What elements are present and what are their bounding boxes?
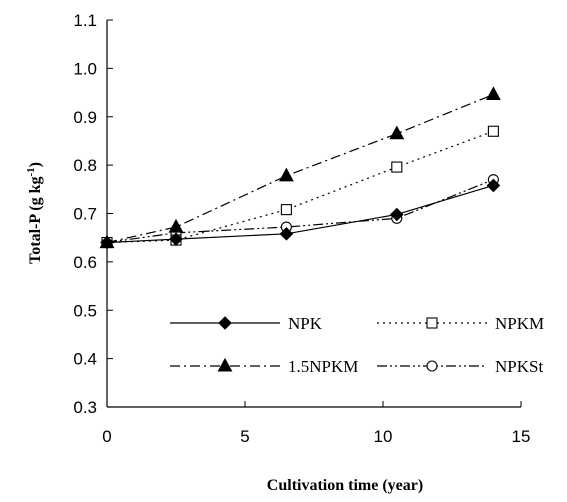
square-open-marker xyxy=(391,161,403,173)
legend-label: NPKSt xyxy=(495,357,543,376)
square-open-marker xyxy=(280,204,292,216)
y-axis-title-close: ) xyxy=(27,162,44,167)
legend-item: NPKSt xyxy=(377,357,543,376)
x-tick-label: 0 xyxy=(102,427,111,446)
y-tick-label: 0.7 xyxy=(73,205,97,224)
series-15npkm xyxy=(99,86,501,249)
y-tick-label: 0.5 xyxy=(73,301,97,320)
diamond-filled-marker xyxy=(169,232,183,246)
y-tick-label: 0.4 xyxy=(73,350,97,369)
legend-item: NPK xyxy=(170,314,323,333)
legend-item: 1.5NPKM xyxy=(170,357,358,376)
legend-label: NPKM xyxy=(495,314,544,333)
legend-label: 1.5NPKM xyxy=(288,357,358,376)
y-tick-label: 0.6 xyxy=(73,253,97,272)
triangle-filled-marker xyxy=(217,357,233,372)
diamond-filled-marker xyxy=(390,207,404,222)
triangle-filled-marker xyxy=(278,167,294,182)
y-axis-title: Total-P (g kg-1) xyxy=(25,162,44,264)
series-line xyxy=(106,130,494,244)
square-open-marker xyxy=(426,317,438,329)
legend: NPK NPKM 1.5NPKM NPKSt xyxy=(170,314,544,376)
diamond-filled-marker xyxy=(486,178,501,193)
triangle-filled-marker xyxy=(99,234,115,249)
series-line xyxy=(106,93,494,244)
series-layer xyxy=(99,86,501,250)
legend-label: NPK xyxy=(288,314,323,333)
series-npkst xyxy=(101,174,499,249)
triangle-filled-marker xyxy=(168,218,184,233)
series-npkm xyxy=(101,125,499,249)
x-tick-label: 5 xyxy=(240,427,249,446)
triangle-filled-marker xyxy=(389,125,405,140)
y-tick-label: 1.0 xyxy=(73,59,97,78)
square-open-marker xyxy=(487,125,499,137)
diamond-filled-marker xyxy=(279,227,294,241)
series-npk xyxy=(100,178,501,250)
y-tick-label: 0.9 xyxy=(73,108,97,127)
x-tick-label: 15 xyxy=(512,427,531,446)
y-axis-ticks: 0.3 0.4 0.5 0.6 0.7 0.8 0.9 1.0 1.1 xyxy=(73,11,113,417)
series-line xyxy=(106,184,494,244)
y-tick-label: 1.1 xyxy=(73,11,97,30)
circle-open-marker xyxy=(426,360,438,372)
legend-item: NPKM xyxy=(377,314,544,333)
x-axis-ticks: 0 5 10 15 xyxy=(102,401,530,446)
x-axis-title: Cultivation time (year) xyxy=(267,477,423,494)
series-line xyxy=(106,179,494,244)
y-tick-label: 0.8 xyxy=(73,156,97,175)
diamond-filled-marker xyxy=(218,316,232,330)
y-axis-title-main: Total-P (g kg xyxy=(27,177,44,264)
triangle-filled-marker xyxy=(485,86,501,101)
plot-area xyxy=(106,20,521,408)
x-tick-label: 10 xyxy=(374,427,393,446)
y-tick-label: 0.3 xyxy=(73,398,97,417)
y-axis-title-superscript: -1 xyxy=(25,167,37,176)
